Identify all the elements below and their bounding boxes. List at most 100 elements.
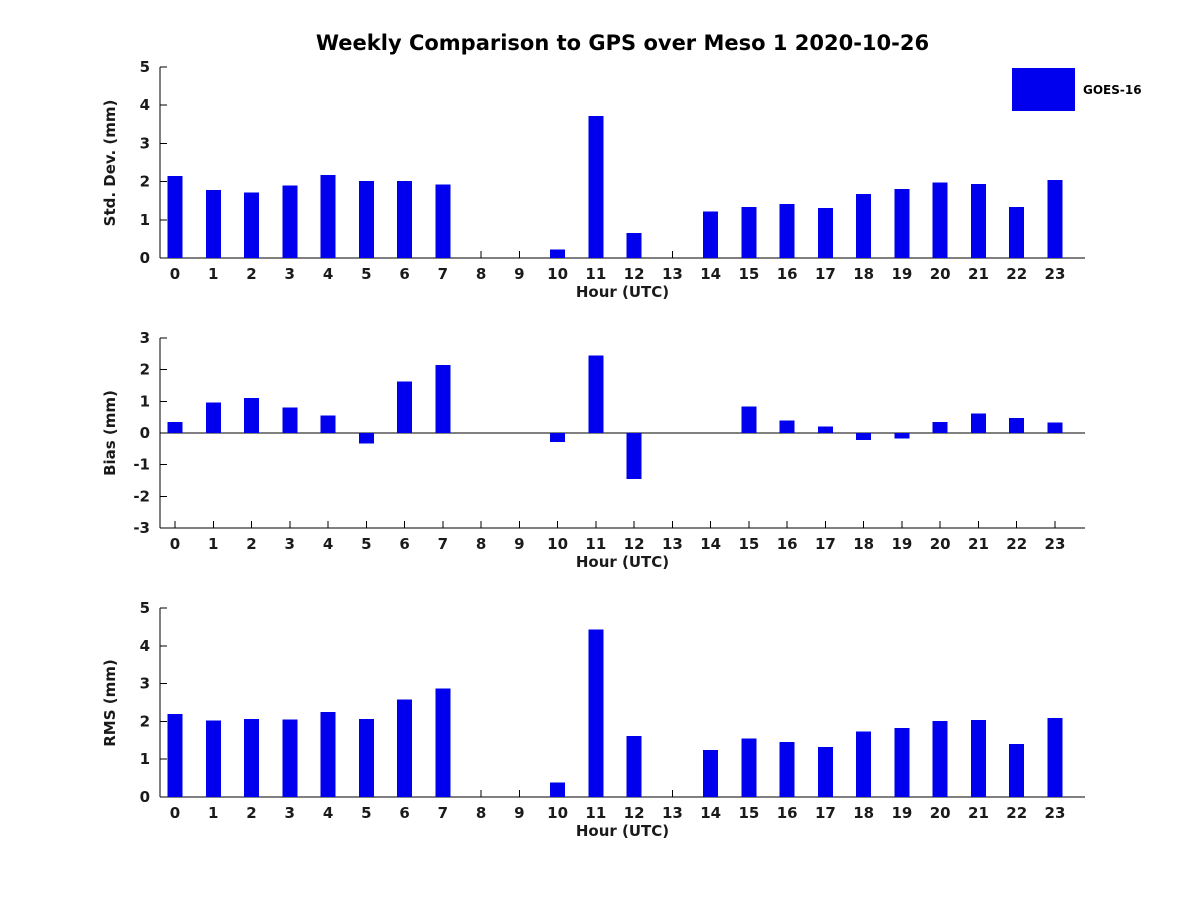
x-tick-label: 5 xyxy=(361,265,371,283)
x-tick-label: 3 xyxy=(285,265,295,283)
bar-goes-16-hour-7 xyxy=(435,184,451,258)
bar-goes-16-hour-20 xyxy=(932,421,948,433)
bar-goes-16-hour-18 xyxy=(856,194,872,258)
x-tick-label: 1 xyxy=(208,535,218,553)
bar-goes-16-hour-2 xyxy=(244,719,260,797)
bar-goes-16-hour-10 xyxy=(550,433,566,442)
x-tick-label: 11 xyxy=(585,535,606,553)
bar-goes-16-hour-11 xyxy=(588,355,604,433)
bar-goes-16-hour-19 xyxy=(894,433,910,439)
x-tick-label: 10 xyxy=(547,804,568,822)
y-tick-label: 3 xyxy=(140,134,150,152)
bar-goes-16-hour-3 xyxy=(282,407,298,433)
x-tick-label: 20 xyxy=(930,535,951,553)
bar-goes-16-hour-20 xyxy=(932,182,948,258)
legend-swatch-goes16 xyxy=(1012,68,1075,111)
y-tick-label: 5 xyxy=(140,58,150,76)
x-tick-label: 19 xyxy=(892,535,913,553)
x-tick-label: 19 xyxy=(892,265,913,283)
x-tick-label: 9 xyxy=(514,535,524,553)
x-tick-label: 21 xyxy=(968,535,989,553)
x-tick-label: 16 xyxy=(777,265,798,283)
bar-goes-16-hour-11 xyxy=(588,115,604,259)
bar-goes-16-hour-0 xyxy=(167,714,183,797)
x-tick-label: 13 xyxy=(662,535,683,553)
bar-goes-16-hour-2 xyxy=(244,192,260,258)
x-tick-label: 2 xyxy=(246,535,256,553)
bar-goes-16-hour-10 xyxy=(550,782,566,797)
bar-goes-16-hour-15 xyxy=(741,206,757,258)
bar-goes-16-hour-2 xyxy=(244,398,260,433)
x-tick-label: 14 xyxy=(700,265,721,283)
chart-title: Weekly Comparison to GPS over Meso 1 202… xyxy=(315,31,930,55)
x-tick-label: 0 xyxy=(170,804,180,822)
bar-goes-16-hour-19 xyxy=(894,728,910,797)
x-tick-label: 12 xyxy=(624,535,645,553)
x-tick-label: 17 xyxy=(815,535,836,553)
x-tick-label: 8 xyxy=(476,535,486,553)
bar-goes-16-hour-1 xyxy=(205,402,221,433)
x-tick-label: 10 xyxy=(547,535,568,553)
y-tick-label: 1 xyxy=(140,211,150,229)
xlabel-bias: Hour (UTC) xyxy=(575,553,670,571)
x-tick-label: 13 xyxy=(662,804,683,822)
x-tick-label: 9 xyxy=(514,265,524,283)
bar-goes-16-hour-10 xyxy=(550,249,566,258)
bar-goes-16-hour-0 xyxy=(167,175,183,258)
x-tick-label: 0 xyxy=(170,265,180,283)
y-tick-label: -3 xyxy=(133,519,150,537)
bar-goes-16-hour-4 xyxy=(320,175,336,258)
x-tick-label: 7 xyxy=(438,265,448,283)
bar-goes-16-hour-17 xyxy=(817,426,833,433)
bar-goes-16-hour-1 xyxy=(205,720,221,797)
x-tick-label: 11 xyxy=(585,804,606,822)
x-tick-label: 9 xyxy=(514,804,524,822)
bar-goes-16-hour-0 xyxy=(167,421,183,433)
bar-goes-16-hour-18 xyxy=(856,433,872,440)
x-tick-label: 13 xyxy=(662,265,683,283)
bar-goes-16-hour-14 xyxy=(703,211,719,258)
xlabel-stddev: Hour (UTC) xyxy=(575,283,670,301)
ylabel-bias: Bias (mm) xyxy=(101,390,119,476)
bar-goes-16-hour-23 xyxy=(1047,180,1063,258)
x-tick-label: 21 xyxy=(968,265,989,283)
bar-goes-16-hour-22 xyxy=(1009,206,1025,258)
bar-goes-16-hour-18 xyxy=(856,731,872,797)
bar-goes-16-hour-23 xyxy=(1047,717,1063,797)
bar-goes-16-hour-12 xyxy=(626,736,642,797)
x-tick-label: 17 xyxy=(815,265,836,283)
x-tick-label: 22 xyxy=(1006,535,1027,553)
ylabel-stddev: Std. Dev. (mm) xyxy=(101,99,119,227)
x-tick-label: 23 xyxy=(1045,804,1066,822)
ylabel-rms: RMS (mm) xyxy=(101,659,119,747)
x-tick-label: 15 xyxy=(738,804,759,822)
bar-goes-16-hour-22 xyxy=(1009,418,1025,433)
y-tick-label: -1 xyxy=(133,456,150,474)
x-tick-label: 4 xyxy=(323,265,333,283)
bar-goes-16-hour-3 xyxy=(282,719,298,797)
x-tick-label: 2 xyxy=(246,804,256,822)
x-tick-label: 7 xyxy=(438,804,448,822)
y-tick-label: -2 xyxy=(133,487,150,505)
x-tick-label: 19 xyxy=(892,804,913,822)
y-tick-label: 1 xyxy=(140,750,150,768)
y-tick-label: 1 xyxy=(140,392,150,410)
bar-goes-16-hour-5 xyxy=(358,180,374,258)
x-tick-label: 16 xyxy=(777,535,798,553)
x-tick-label: 17 xyxy=(815,804,836,822)
x-tick-label: 21 xyxy=(968,804,989,822)
x-tick-label: 11 xyxy=(585,265,606,283)
x-tick-label: 12 xyxy=(624,265,645,283)
bar-goes-16-hour-6 xyxy=(397,699,413,797)
x-tick-label: 8 xyxy=(476,804,486,822)
x-tick-label: 22 xyxy=(1006,804,1027,822)
bar-goes-16-hour-7 xyxy=(435,364,451,433)
x-tick-label: 16 xyxy=(777,804,798,822)
x-tick-label: 3 xyxy=(285,804,295,822)
bar-goes-16-hour-23 xyxy=(1047,422,1063,433)
bar-goes-16-hour-21 xyxy=(970,183,986,258)
x-tick-label: 8 xyxy=(476,265,486,283)
bar-goes-16-hour-11 xyxy=(588,629,604,797)
bar-goes-16-hour-4 xyxy=(320,415,336,433)
